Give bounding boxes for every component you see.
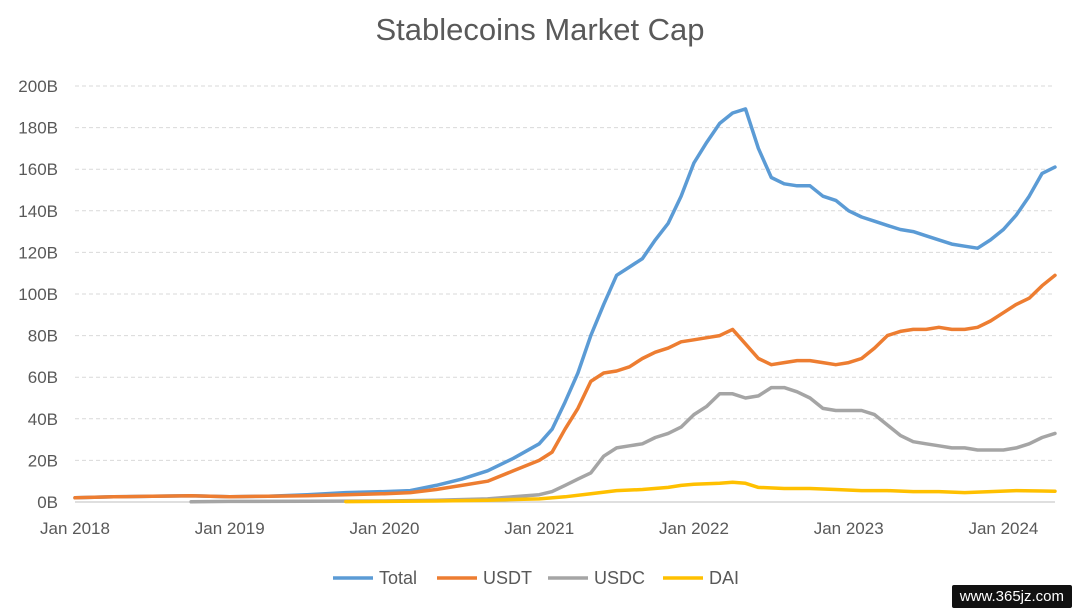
y-tick-label: 160B [18, 160, 58, 179]
y-tick-label: 60B [28, 368, 58, 387]
series-lines [73, 107, 1057, 504]
y-tick-label: 140B [18, 202, 58, 221]
series-line-usdc [189, 385, 1057, 504]
chart-title: Stablecoins Market Cap [375, 12, 705, 47]
watermark-badge: www.365jz.com [951, 585, 1072, 608]
series-line-usdt [73, 273, 1057, 500]
legend-item-total[interactable]: Total [333, 568, 417, 588]
y-tick-label: 200B [18, 77, 58, 96]
y-tick-label: 120B [18, 243, 58, 262]
x-tick-label: Jan 2018 [40, 519, 110, 538]
x-tick-label: Jan 2024 [968, 519, 1038, 538]
y-tick-label: 180B [18, 119, 58, 138]
legend-item-usdt[interactable]: USDT [437, 568, 532, 588]
y-tick-label: 20B [28, 451, 58, 470]
y-tick-label: 0B [37, 493, 58, 512]
legend[interactable]: Total USDT USDC DAI [333, 568, 739, 588]
x-tick-label: Jan 2021 [504, 519, 574, 538]
series-line-dai [344, 480, 1057, 504]
y-tick-label: 80B [28, 327, 58, 346]
series-line-total [73, 107, 1057, 500]
x-axis-tick-labels: Jan 2018 Jan 2019 Jan 2020 Jan 2021 Jan 2022… [40, 519, 1038, 538]
x-tick-label: Jan 2022 [659, 519, 729, 538]
y-tick-label: 40B [28, 410, 58, 429]
y-tick-label: 100B [18, 285, 58, 304]
y-axis-tick-labels: 0B 20B 40B 60B 80B 100B 120B 140B 160B 180B 200B [18, 77, 58, 512]
x-tick-label: Jan 2020 [349, 519, 419, 538]
legend-label: DAI [709, 568, 739, 588]
legend-label: USDC [594, 568, 645, 588]
x-tick-label: Jan 2019 [195, 519, 265, 538]
legend-label: Total [379, 568, 417, 588]
grid-lines [75, 85, 1055, 503]
legend-label: USDT [483, 568, 532, 588]
legend-item-usdc[interactable]: USDC [548, 568, 645, 588]
x-tick-label: Jan 2023 [814, 519, 884, 538]
legend-item-dai[interactable]: DAI [663, 568, 739, 588]
